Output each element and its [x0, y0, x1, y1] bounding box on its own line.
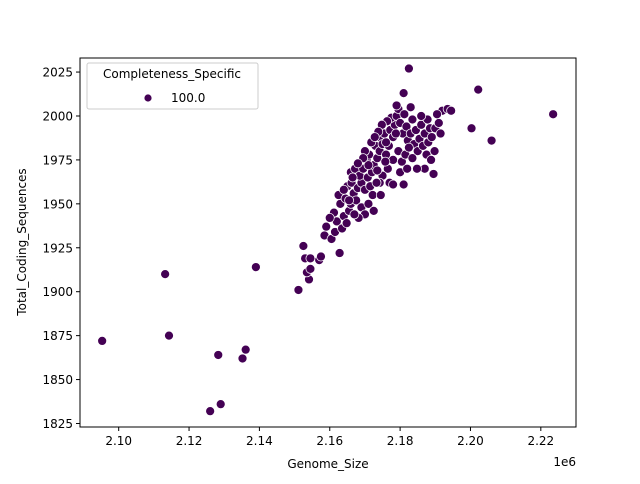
data-point	[164, 330, 174, 341]
x-tick-label: 2.10	[105, 434, 132, 448]
legend: Completeness_Specific 100.0	[86, 62, 259, 110]
data-point	[399, 109, 410, 120]
x-tick-label: 2.14	[246, 434, 273, 448]
legend-title: Completeness_Specific	[103, 67, 241, 81]
data-point	[371, 177, 382, 188]
data-point	[305, 253, 316, 264]
data-point	[344, 195, 354, 206]
data-point	[429, 146, 440, 157]
data-point	[293, 285, 304, 295]
data-point	[369, 132, 380, 142]
data-point	[401, 121, 412, 132]
data-point	[324, 213, 335, 223]
data-point	[402, 163, 413, 174]
data-point	[404, 63, 414, 74]
data-point	[367, 190, 378, 200]
data-point	[407, 114, 418, 125]
data-point	[372, 165, 383, 176]
data-point	[428, 169, 439, 179]
data-point	[398, 179, 409, 190]
data-point	[240, 344, 251, 355]
data-point	[391, 100, 402, 111]
data-point	[205, 406, 216, 417]
data-point	[548, 109, 559, 120]
data-point	[388, 179, 398, 190]
data-point	[353, 158, 363, 169]
data-point	[381, 137, 391, 148]
data-point	[446, 105, 456, 116]
y-tick-label: 2025	[42, 66, 73, 80]
x-axis-ticks: 2.10 2.12 2.14 2.16 2.18 2.20 2.22	[105, 427, 554, 448]
data-point	[426, 132, 437, 142]
data-point	[347, 172, 358, 183]
data-point	[432, 109, 442, 120]
y-tick-label: 1875	[42, 329, 73, 343]
y-tick-label: 1850	[42, 373, 73, 387]
data-point	[380, 156, 391, 167]
data-point	[473, 84, 484, 95]
data-point	[338, 184, 349, 195]
data-point	[334, 248, 345, 258]
data-point	[213, 350, 224, 360]
plot-frame	[79, 57, 577, 428]
y-tick-label: 1925	[42, 241, 73, 255]
data-point	[416, 111, 427, 121]
data-point	[368, 205, 379, 216]
data-point	[160, 269, 171, 280]
data-point	[363, 160, 374, 171]
legend-box	[86, 62, 259, 110]
data-point	[426, 155, 436, 165]
data-point	[433, 118, 444, 128]
legend-marker-icon	[143, 93, 153, 103]
data-point	[435, 128, 446, 139]
y-tick-label: 1950	[42, 197, 73, 211]
data-point	[305, 263, 316, 274]
data-point	[404, 142, 414, 153]
data-points	[97, 63, 559, 417]
data-point	[321, 221, 332, 232]
x-axis-label: Genome_Size	[287, 457, 368, 471]
data-point	[405, 102, 416, 113]
data-point	[407, 153, 418, 164]
data-point	[398, 88, 409, 99]
x-tick-label: 2.12	[176, 434, 203, 448]
legend-entry-label: 100.0	[171, 91, 205, 105]
y-tick-label: 1825	[42, 417, 73, 431]
data-point	[251, 262, 261, 272]
data-point	[298, 241, 309, 251]
data-point	[412, 163, 422, 174]
y-tick-label: 1900	[42, 285, 73, 299]
x-tick-label: 2.18	[387, 434, 414, 448]
data-point	[316, 251, 326, 262]
data-point	[97, 336, 108, 346]
data-point	[375, 190, 386, 200]
data-point	[363, 198, 374, 209]
y-axis-ticks: 1825 1850 1875 1900 1925 1950 1975 2000 2025	[42, 66, 80, 431]
data-point	[391, 128, 401, 139]
data-point	[341, 218, 352, 229]
x-tick-label: 2.20	[457, 434, 484, 448]
x-tick-label: 2.16	[316, 434, 343, 448]
data-point	[466, 123, 477, 134]
y-axis-label: Total_Coding_Sequences	[15, 168, 29, 316]
data-point	[486, 135, 497, 146]
y-tick-label: 1975	[42, 153, 73, 167]
x-tick-label: 2.22	[527, 434, 554, 448]
x-axis-offset-label: 1e6	[553, 455, 576, 469]
data-point	[349, 209, 360, 220]
y-tick-label: 2000	[42, 109, 73, 123]
data-point	[215, 399, 226, 410]
data-point	[237, 353, 248, 364]
